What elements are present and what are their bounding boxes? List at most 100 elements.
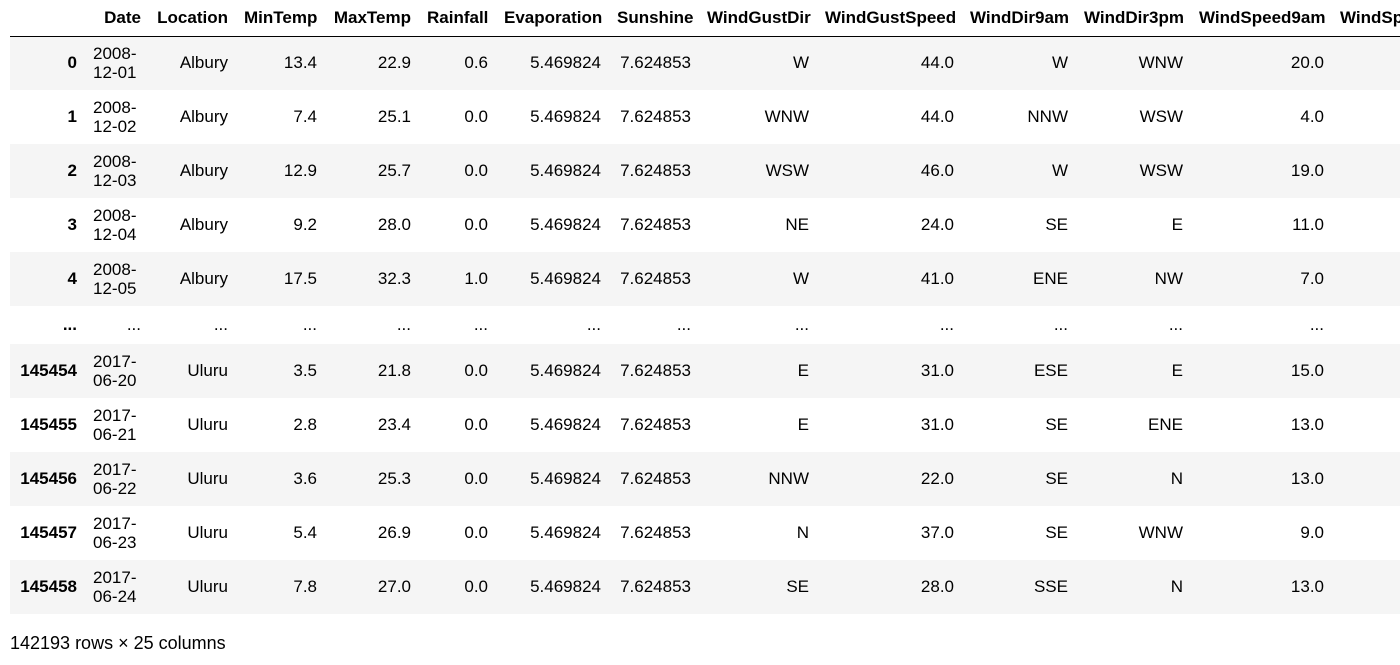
column-header-date: Date [85,0,149,37]
column-header-location: Location [149,0,236,37]
cell-rainfall: 0.0 [464,523,488,542]
cell-windgustspeed: ... [939,315,954,334]
table-row: 1 2008-12-02 Albury 7.4 25.1 0.0 5.46982… [10,90,1400,144]
row-index: 3 [67,215,77,234]
cell-windspeed9am: 13.0 [1290,415,1324,434]
cell-windgustspeed: 31.0 [920,361,954,380]
cell-windgustdir: N [796,523,809,542]
cell-windspeed9am: 4.0 [1300,107,1324,126]
cell-mintemp: 7.8 [293,577,317,596]
cell-mintemp: 3.6 [293,469,317,488]
cell-winddir3pm: WNW [1138,523,1183,542]
cell-maxtemp: ... [396,315,411,334]
cell-mintemp: 2.8 [293,415,317,434]
row-index: 145454 [20,361,77,380]
cell-windspeed3pm [1332,306,1400,344]
cell-rainfall: 0.6 [464,53,488,73]
cell-winddir9am: SE [1045,415,1068,434]
row-index: 145457 [20,523,77,542]
cell-windspeed9am: 7.0 [1300,269,1324,288]
cell-windspeed3pm [1332,144,1400,198]
row-index: 145456 [20,469,77,488]
cell-maxtemp: 27.0 [377,577,411,596]
cell-windgustspeed: 46.0 [920,161,954,180]
cell-windspeed9am: 13.0 [1290,469,1324,488]
column-header-sunshine: Sunshine [609,0,699,37]
cell-windgustspeed: 31.0 [920,415,954,434]
cell-sunshine: 7.624853 [620,577,691,596]
cell-date: 2008-12-02 [93,98,137,136]
column-header-rainfall: Rainfall [419,0,496,37]
cell-windgustspeed: 44.0 [920,107,954,126]
cell-windgustspeed: 41.0 [920,269,954,288]
table-row: 4 2008-12-05 Albury 17.5 32.3 1.0 5.4698… [10,252,1400,306]
cell-windgustspeed: 37.0 [920,523,954,542]
column-header-winddir9am: WindDir9am [962,0,1076,37]
cell-sunshine: 7.624853 [620,415,691,434]
cell-location: ... [213,315,228,334]
cell-rainfall: 0.0 [464,469,488,488]
cell-evaporation: 5.469824 [530,415,601,434]
cell-mintemp: 7.4 [293,107,317,126]
cell-location: Albury [179,215,228,234]
cell-rainfall: 0.0 [464,161,488,180]
cell-windspeed3pm [1332,90,1400,144]
cell-location: Albury [179,161,228,180]
cell-windgustdir: W [792,53,809,73]
cell-windgustspeed: 24.0 [920,215,954,234]
cell-maxtemp: 25.7 [377,161,411,180]
column-header-windspeed3pm: WindSp [1332,0,1400,37]
cell-evaporation: 5.469824 [530,577,601,596]
dataframe-table: Date Location MinTemp MaxTemp Rainfall E… [10,0,1400,614]
cell-winddir3pm: ... [1168,315,1183,334]
cell-winddir9am: SE [1045,469,1068,488]
cell-mintemp: ... [302,315,317,334]
cell-mintemp: 3.5 [293,361,317,380]
cell-winddir9am: ENE [1033,269,1068,288]
cell-windspeed9am: 9.0 [1300,523,1324,542]
dataframe-output: Date Location MinTemp MaxTemp Rainfall E… [10,0,1400,615]
cell-evaporation: 5.469824 [530,469,601,488]
row-column-count: 142193 rows × 25 columns [10,633,226,653]
cell-windgustdir: NNW [768,469,809,488]
cell-maxtemp: 25.3 [377,469,411,488]
cell-evaporation: 5.469824 [530,107,601,126]
cell-sunshine: ... [676,315,691,334]
cell-sunshine: 7.624853 [620,53,691,73]
cell-location: Uluru [187,523,228,542]
cell-rainfall: 0.0 [464,215,488,234]
cell-rainfall: 0.0 [464,107,488,126]
cell-windgustdir: NE [785,215,809,234]
cell-date: 2008-12-05 [93,260,137,298]
column-header-windspeed9am: WindSpeed9am [1191,0,1332,37]
cell-evaporation: 5.469824 [530,523,601,542]
cell-windspeed3pm [1332,560,1400,614]
cell-windgustdir: SE [786,577,809,596]
cell-mintemp: 5.4 [293,523,317,542]
cell-rainfall: 1.0 [464,269,488,288]
row-index: 145455 [20,415,77,434]
cell-winddir9am: W [1051,53,1068,73]
cell-windgustspeed: 28.0 [920,577,954,596]
header-row: Date Location MinTemp MaxTemp Rainfall E… [10,0,1400,37]
column-header-winddir3pm: WindDir3pm [1076,0,1191,37]
cell-winddir3pm: E [1171,215,1183,234]
cell-winddir9am: SSE [1033,577,1068,596]
cell-winddir9am: W [1051,161,1068,180]
cell-sunshine: 7.624853 [620,215,691,234]
cell-sunshine: 7.624853 [620,523,691,542]
column-header-index [10,0,85,37]
cell-rainfall: 0.0 [464,361,488,380]
cell-windspeed3pm [1332,506,1400,560]
cell-location: Uluru [187,577,228,596]
column-header-maxtemp: MaxTemp [325,0,419,37]
cell-sunshine: 7.624853 [620,469,691,488]
cell-evaporation: 5.469824 [530,53,601,73]
table-row: 3 2008-12-04 Albury 9.2 28.0 0.0 5.46982… [10,198,1400,252]
cell-windgustspeed: 22.0 [920,469,954,488]
cell-maxtemp: 28.0 [377,215,411,234]
cell-maxtemp: 23.4 [377,415,411,434]
ellipsis-row: ... ... ... ... ... ... ... ... ... ... … [10,306,1400,344]
cell-windspeed9am: 13.0 [1290,577,1324,596]
cell-windspeed3pm [1332,398,1400,452]
